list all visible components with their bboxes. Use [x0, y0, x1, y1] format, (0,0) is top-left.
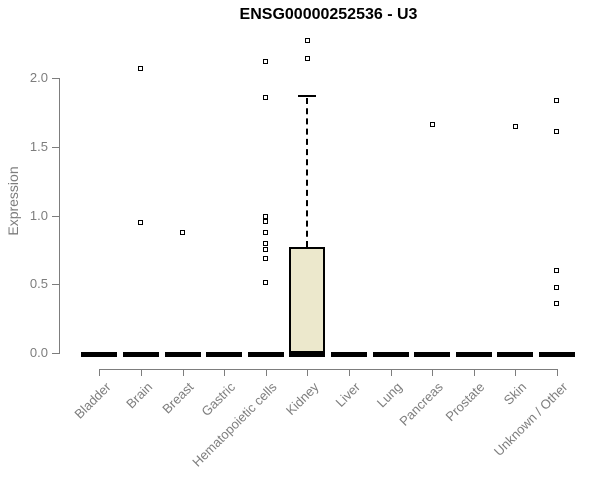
y-tick-label-1.5: 1.5: [29, 138, 48, 154]
x-tick-skin: [515, 368, 517, 376]
outlier-point-unknown-other: [554, 268, 560, 273]
y-tick-label-0.0: 0.0: [29, 345, 48, 360]
y-axis-title: Expression: [5, 166, 21, 236]
whisker-line-kidney: [306, 97, 309, 248]
outlier-point-hematopoietic-cells: [263, 94, 269, 100]
outlier-point-hematopoietic-cells: [263, 255, 269, 261]
x-axis-line: [99, 368, 558, 370]
outlier-point-hematopoietic-cells: [263, 240, 269, 246]
y-tick-label-0.5: 0.5: [29, 276, 48, 292]
x-tick-label-gastric: Gastric: [198, 379, 239, 420]
outlier-point-hematopoietic-cells: [263, 59, 269, 64]
x-tick-kidney: [307, 368, 309, 376]
median-bar-bladder: [81, 351, 118, 357]
x-tick-label-hematopoietic-cells: Hematopoietic cells: [189, 379, 280, 470]
x-tick-prostate: [473, 368, 475, 376]
y-tick: [52, 284, 59, 286]
x-tick-breast: [182, 368, 184, 376]
x-tick-unknown-other: [556, 368, 558, 376]
outlier-point-brain: [138, 219, 144, 225]
median-bar-skin: [497, 351, 534, 357]
outlier-point-brain: [138, 65, 144, 71]
median-bar-brain: [122, 351, 159, 357]
outlier-point-hematopoietic-cells: [263, 218, 269, 224]
median-bar-prostate: [455, 351, 492, 357]
y-tick: [52, 353, 59, 354]
x-tick-lung: [390, 368, 392, 376]
x-tick-brain: [140, 368, 142, 376]
outlier-point-kidney: [304, 56, 310, 62]
y-tick-label-1.0: 1.0: [29, 207, 48, 223]
outlier-point-unknown-other: [554, 97, 560, 103]
outlier-point-hematopoietic-cells: [263, 247, 269, 253]
x-tick-liver: [348, 368, 350, 376]
x-tick-bladder: [99, 368, 101, 376]
chart-title: ENSG00000252536 - U3: [239, 6, 418, 23]
x-tick-label-lung: Lung: [373, 379, 405, 411]
outlier-point-kidney: [304, 38, 310, 44]
outlier-point-unknown-other: [554, 301, 560, 306]
whisker-cap-kidney: [298, 94, 317, 97]
box-kidney: [289, 247, 326, 353]
x-tick-label-skin: Skin: [500, 379, 530, 408]
median-bar-pancreas: [414, 351, 451, 357]
x-tick-label-brain: Brain: [122, 379, 155, 412]
x-tick-pancreas: [432, 368, 434, 376]
median-bar-gastric: [206, 351, 243, 357]
outlier-point-pancreas: [429, 122, 435, 128]
median-bar-lung: [372, 351, 409, 357]
median-bar-kidney: [289, 351, 326, 357]
median-bar-breast: [164, 351, 201, 357]
y-tick: [52, 78, 59, 79]
y-tick: [52, 146, 59, 148]
outlier-point-unknown-other: [554, 284, 560, 290]
x-tick-gastric: [224, 368, 226, 376]
median-bar-unknown-other: [538, 351, 575, 357]
outlier-point-hematopoietic-cells: [263, 229, 269, 235]
x-tick-label-kidney: Kidney: [282, 379, 322, 419]
x-tick-label-liver: Liver: [332, 379, 363, 410]
outlier-point-unknown-other: [554, 129, 560, 135]
outlier-point-breast: [180, 229, 185, 235]
y-axis-line: [59, 78, 60, 354]
x-tick-label-unknown-other: Unknown / Other: [491, 379, 571, 459]
x-tick-label-bladder: Bladder: [70, 379, 114, 422]
median-bar-hematopoietic-cells: [247, 351, 284, 357]
y-tick-label-2.0: 2.0: [29, 70, 48, 85]
outlier-point-skin: [512, 123, 518, 129]
x-tick-label-breast: Breast: [159, 379, 197, 417]
x-tick-label-prostate: Prostate: [442, 379, 488, 425]
median-bar-liver: [330, 351, 367, 357]
x-tick-hematopoietic-cells: [265, 368, 267, 376]
outlier-point-hematopoietic-cells: [263, 280, 269, 286]
x-tick-label-pancreas: Pancreas: [396, 379, 447, 429]
y-tick: [52, 215, 59, 217]
